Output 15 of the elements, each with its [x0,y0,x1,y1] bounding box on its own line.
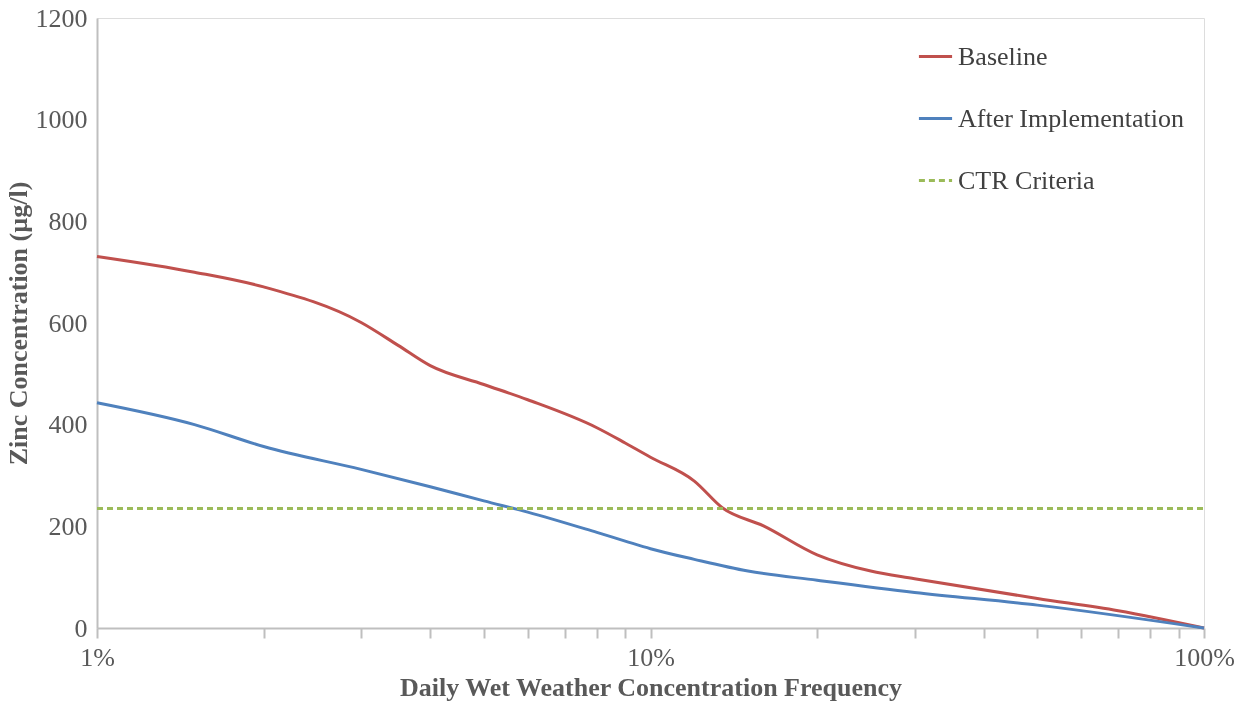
x-axis-title: Daily Wet Weather Concentration Frequency [399,672,903,702]
x-tick-label: 10% [627,642,675,672]
y-tick-label: 200 [48,511,88,541]
y-tick-label: 0 [74,613,88,643]
y-tick-label: 1000 [35,105,88,135]
legend-label: CTR Criteria [958,165,1095,195]
y-tick-label: 400 [48,410,88,440]
legend-label: After Implementation [958,103,1184,133]
y-tick-label: 1200 [35,3,88,33]
y-tick-label: 600 [48,308,88,338]
x-tick-label: 1% [80,642,115,672]
y-axis-title: Zinc Concentration (µg/l) [3,181,33,466]
x-tick-label: 100% [1174,642,1235,672]
legend-label: Baseline [958,41,1048,71]
y-tick-label: 800 [48,206,88,236]
